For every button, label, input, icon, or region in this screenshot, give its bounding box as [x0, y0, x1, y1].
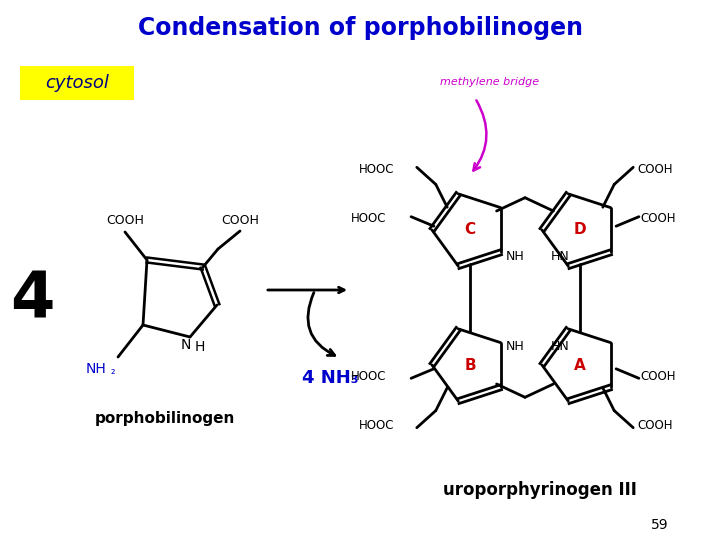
Text: 4 NH₃: 4 NH₃ — [302, 369, 359, 387]
Text: D: D — [574, 222, 586, 238]
Text: N: N — [181, 338, 192, 352]
Text: H: H — [195, 340, 205, 354]
Text: 4: 4 — [10, 269, 54, 331]
FancyBboxPatch shape — [20, 66, 134, 100]
Text: porphobilinogen: porphobilinogen — [95, 410, 235, 426]
Text: methylene bridge: methylene bridge — [441, 77, 539, 87]
Text: HN: HN — [551, 340, 570, 353]
Text: COOH: COOH — [641, 212, 676, 225]
Text: COOH: COOH — [641, 370, 676, 383]
Text: COOH: COOH — [637, 419, 672, 433]
Text: NH: NH — [505, 340, 524, 353]
Text: Condensation of porphobilinogen: Condensation of porphobilinogen — [138, 16, 582, 40]
Text: HOOC: HOOC — [359, 419, 394, 433]
Text: COOH: COOH — [106, 214, 144, 227]
Text: COOH: COOH — [637, 163, 672, 176]
Text: HOOC: HOOC — [351, 212, 387, 225]
Text: HN: HN — [551, 250, 570, 263]
FancyArrowPatch shape — [473, 100, 487, 171]
Text: A: A — [574, 357, 586, 373]
Text: ₂: ₂ — [111, 366, 115, 376]
Text: cytosol: cytosol — [45, 74, 109, 92]
Text: NH: NH — [86, 362, 107, 376]
Text: 59: 59 — [651, 518, 669, 532]
Text: uroporphyrinogen III: uroporphyrinogen III — [443, 481, 637, 499]
Text: COOH: COOH — [221, 213, 259, 226]
Text: B: B — [464, 357, 476, 373]
Text: C: C — [464, 222, 476, 238]
Text: NH: NH — [505, 250, 524, 263]
Text: HOOC: HOOC — [351, 370, 387, 383]
FancyArrowPatch shape — [308, 293, 335, 355]
Text: HOOC: HOOC — [359, 163, 394, 176]
